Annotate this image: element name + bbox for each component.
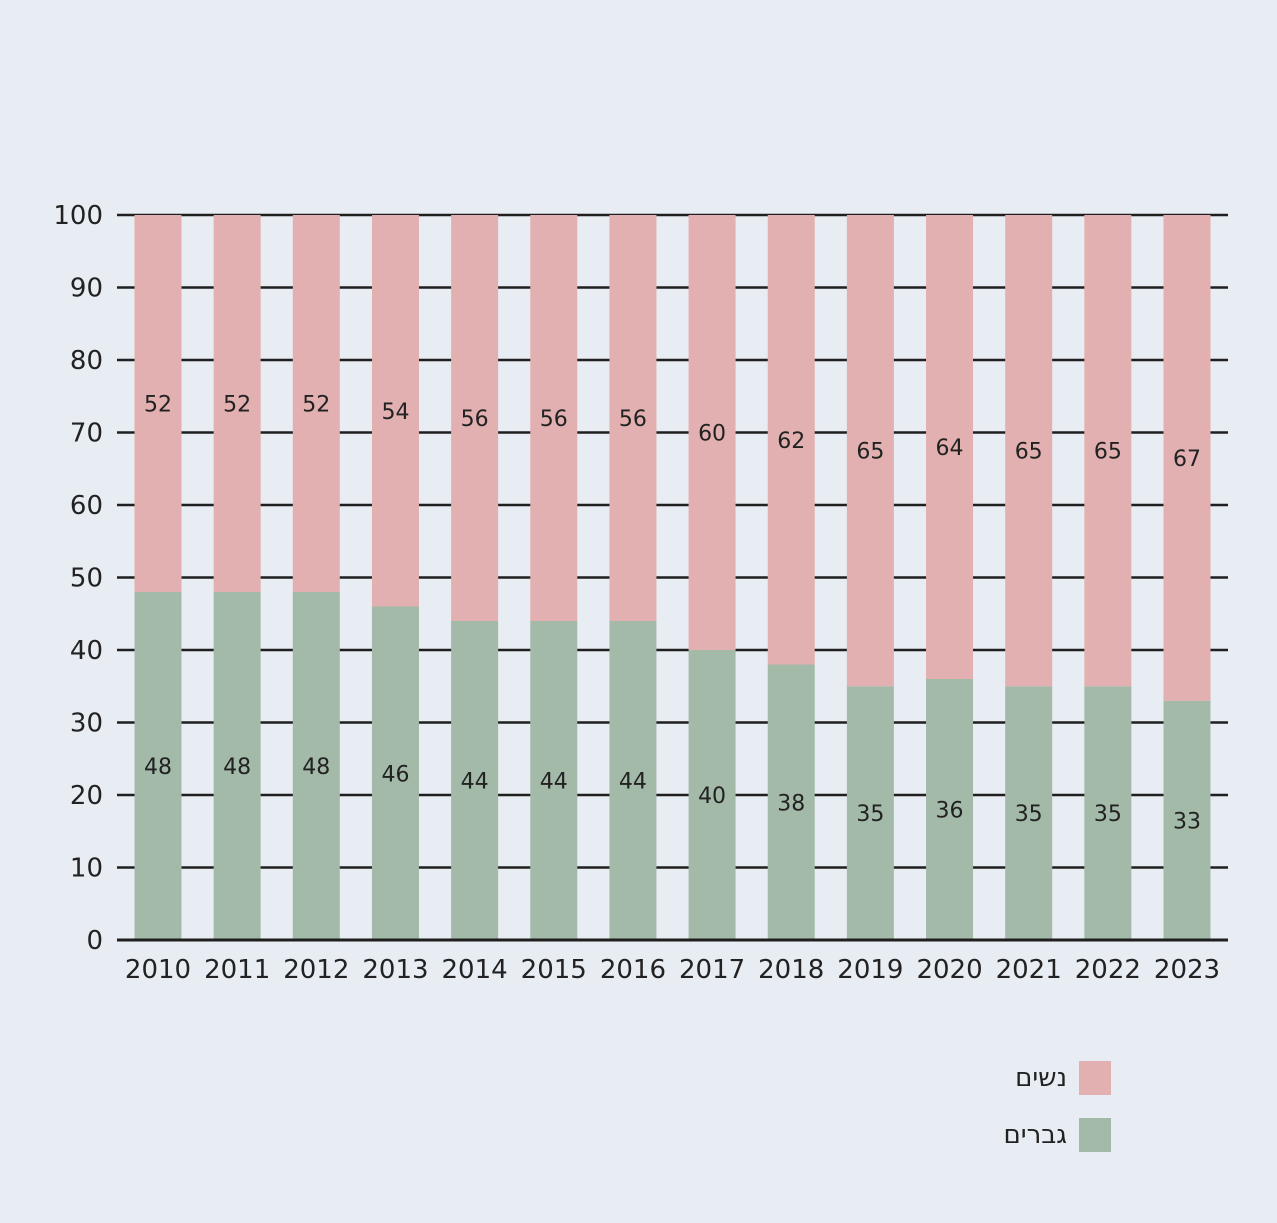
- bar-value-label: 56: [461, 407, 489, 432]
- bar-value-label: 62: [777, 429, 805, 454]
- bar-segment-women: [609, 215, 657, 621]
- bar-segment-women: [926, 215, 974, 679]
- bar-segment-women: [371, 215, 419, 607]
- bar-value-label: 48: [302, 755, 330, 780]
- bar-segment-men: [688, 650, 736, 940]
- y-tick-label: 50: [70, 564, 103, 594]
- y-tick-label: 30: [70, 709, 103, 739]
- axes: 0 10 20 30 40 50 60 70 80 90 100 2010 2011 2012 2013 20…: [53, 201, 1228, 985]
- bar-segment-men: [1084, 686, 1132, 940]
- y-tick-label: 40: [70, 636, 103, 666]
- bar-value-label: 52: [144, 393, 172, 418]
- bar-value-label: 35: [856, 802, 884, 827]
- bar-segment-men: [292, 592, 340, 940]
- x-tick-label: 2022: [1075, 955, 1141, 985]
- bar-segment-women: [292, 215, 340, 592]
- bar-value-label: 54: [381, 400, 409, 425]
- y-tick-label: 20: [70, 781, 103, 811]
- x-tick-label: 2011: [204, 955, 270, 985]
- bar-segment-men: [213, 592, 261, 940]
- x-tick-label: 2015: [521, 955, 587, 985]
- bar-segment-women: [767, 215, 815, 665]
- y-tick-label: 100: [53, 201, 103, 231]
- bar-value-label: 65: [1015, 440, 1043, 465]
- legend-label-men: גברים: [1003, 1120, 1068, 1150]
- bar-value-label: 40: [698, 784, 726, 809]
- bar-value-label: 44: [619, 770, 647, 795]
- bar-value-label: 56: [619, 407, 647, 432]
- bar-value-label: 35: [1094, 802, 1122, 827]
- x-tick-label: 2019: [837, 955, 903, 985]
- bar-value-label: 48: [144, 755, 172, 780]
- bar-segment-men: [926, 679, 974, 940]
- stacked-bar-chart: 48 52 48 52 48 52 46 54 44 56 44 56 44 56 40 60 38 62 35 65…: [53, 201, 1228, 985]
- legend-item-men: גברים: [1003, 1117, 1111, 1153]
- y-tick-label: 90: [70, 274, 103, 304]
- bar-value-label: 56: [540, 407, 568, 432]
- bar-segment-men: [371, 606, 419, 940]
- legend-label-women: נשים: [1015, 1063, 1067, 1093]
- x-tick-label: 2017: [679, 955, 745, 985]
- y-tick-label: 0: [86, 926, 103, 956]
- y-tick-label: 10: [70, 854, 103, 884]
- bar-segment-men: [134, 592, 182, 940]
- bar-value-label: 33: [1173, 809, 1201, 834]
- bar-segment-women: [688, 215, 736, 650]
- bar-segment-men: [451, 621, 499, 940]
- bar-segment-men: [1163, 700, 1211, 940]
- bars: [134, 215, 1211, 940]
- x-tick-label: 2010: [125, 955, 191, 985]
- x-tick-label: 2020: [916, 955, 982, 985]
- bar-value-label: 38: [777, 791, 805, 816]
- bar-value-label: 60: [698, 422, 726, 447]
- bar-segment-men: [609, 621, 657, 940]
- x-tick-label: 2023: [1154, 955, 1220, 985]
- bar-value-label: 65: [1094, 440, 1122, 465]
- legend-item-women: נשים: [1015, 1060, 1111, 1096]
- legend-swatch-women: [1079, 1061, 1111, 1095]
- legend: נשים גברים: [1003, 1060, 1111, 1174]
- bar-value-label: 65: [856, 440, 884, 465]
- gridlines: [117, 213, 1228, 942]
- bar-segment-women: [213, 215, 261, 592]
- bar-segment-women: [1084, 215, 1132, 687]
- bar-value-label: 48: [223, 755, 251, 780]
- bar-value-label: 64: [936, 436, 964, 461]
- bar-segment-women: [530, 215, 578, 621]
- bar-value-label: 67: [1173, 447, 1201, 472]
- bar-segment-women: [846, 215, 894, 687]
- x-tick-label: 2014: [442, 955, 508, 985]
- bar-segment-women: [451, 215, 499, 621]
- bar-value-label: 35: [1015, 802, 1043, 827]
- bar-value-label: 44: [540, 770, 568, 795]
- x-tick-label: 2012: [283, 955, 349, 985]
- bar-value-label: 36: [936, 799, 964, 824]
- data-labels: 48 52 48 52 48 52 46 54 44 56 44 56 44 56 40 60 38 62 35 65…: [144, 393, 1201, 835]
- y-tick-label: 60: [70, 491, 103, 521]
- x-tick-label: 2013: [362, 955, 428, 985]
- bar-value-label: 52: [302, 393, 330, 418]
- legend-swatch-men: [1079, 1118, 1111, 1152]
- bar-segment-men: [1005, 686, 1053, 940]
- bar-segment-men: [846, 686, 894, 940]
- bar-value-label: 44: [461, 770, 489, 795]
- bar-segment-women: [1005, 215, 1053, 687]
- y-tick-label: 70: [70, 419, 103, 449]
- x-tick-label: 2018: [758, 955, 824, 985]
- bar-segment-women: [134, 215, 182, 592]
- y-tick-label: 80: [70, 346, 103, 376]
- x-tick-label: 2016: [600, 955, 666, 985]
- bar-segment-women: [1163, 215, 1211, 701]
- bar-segment-men: [767, 664, 815, 940]
- bar-value-label: 52: [223, 393, 251, 418]
- x-tick-label: 2021: [996, 955, 1062, 985]
- bar-value-label: 46: [381, 762, 409, 787]
- bar-segment-men: [530, 621, 578, 940]
